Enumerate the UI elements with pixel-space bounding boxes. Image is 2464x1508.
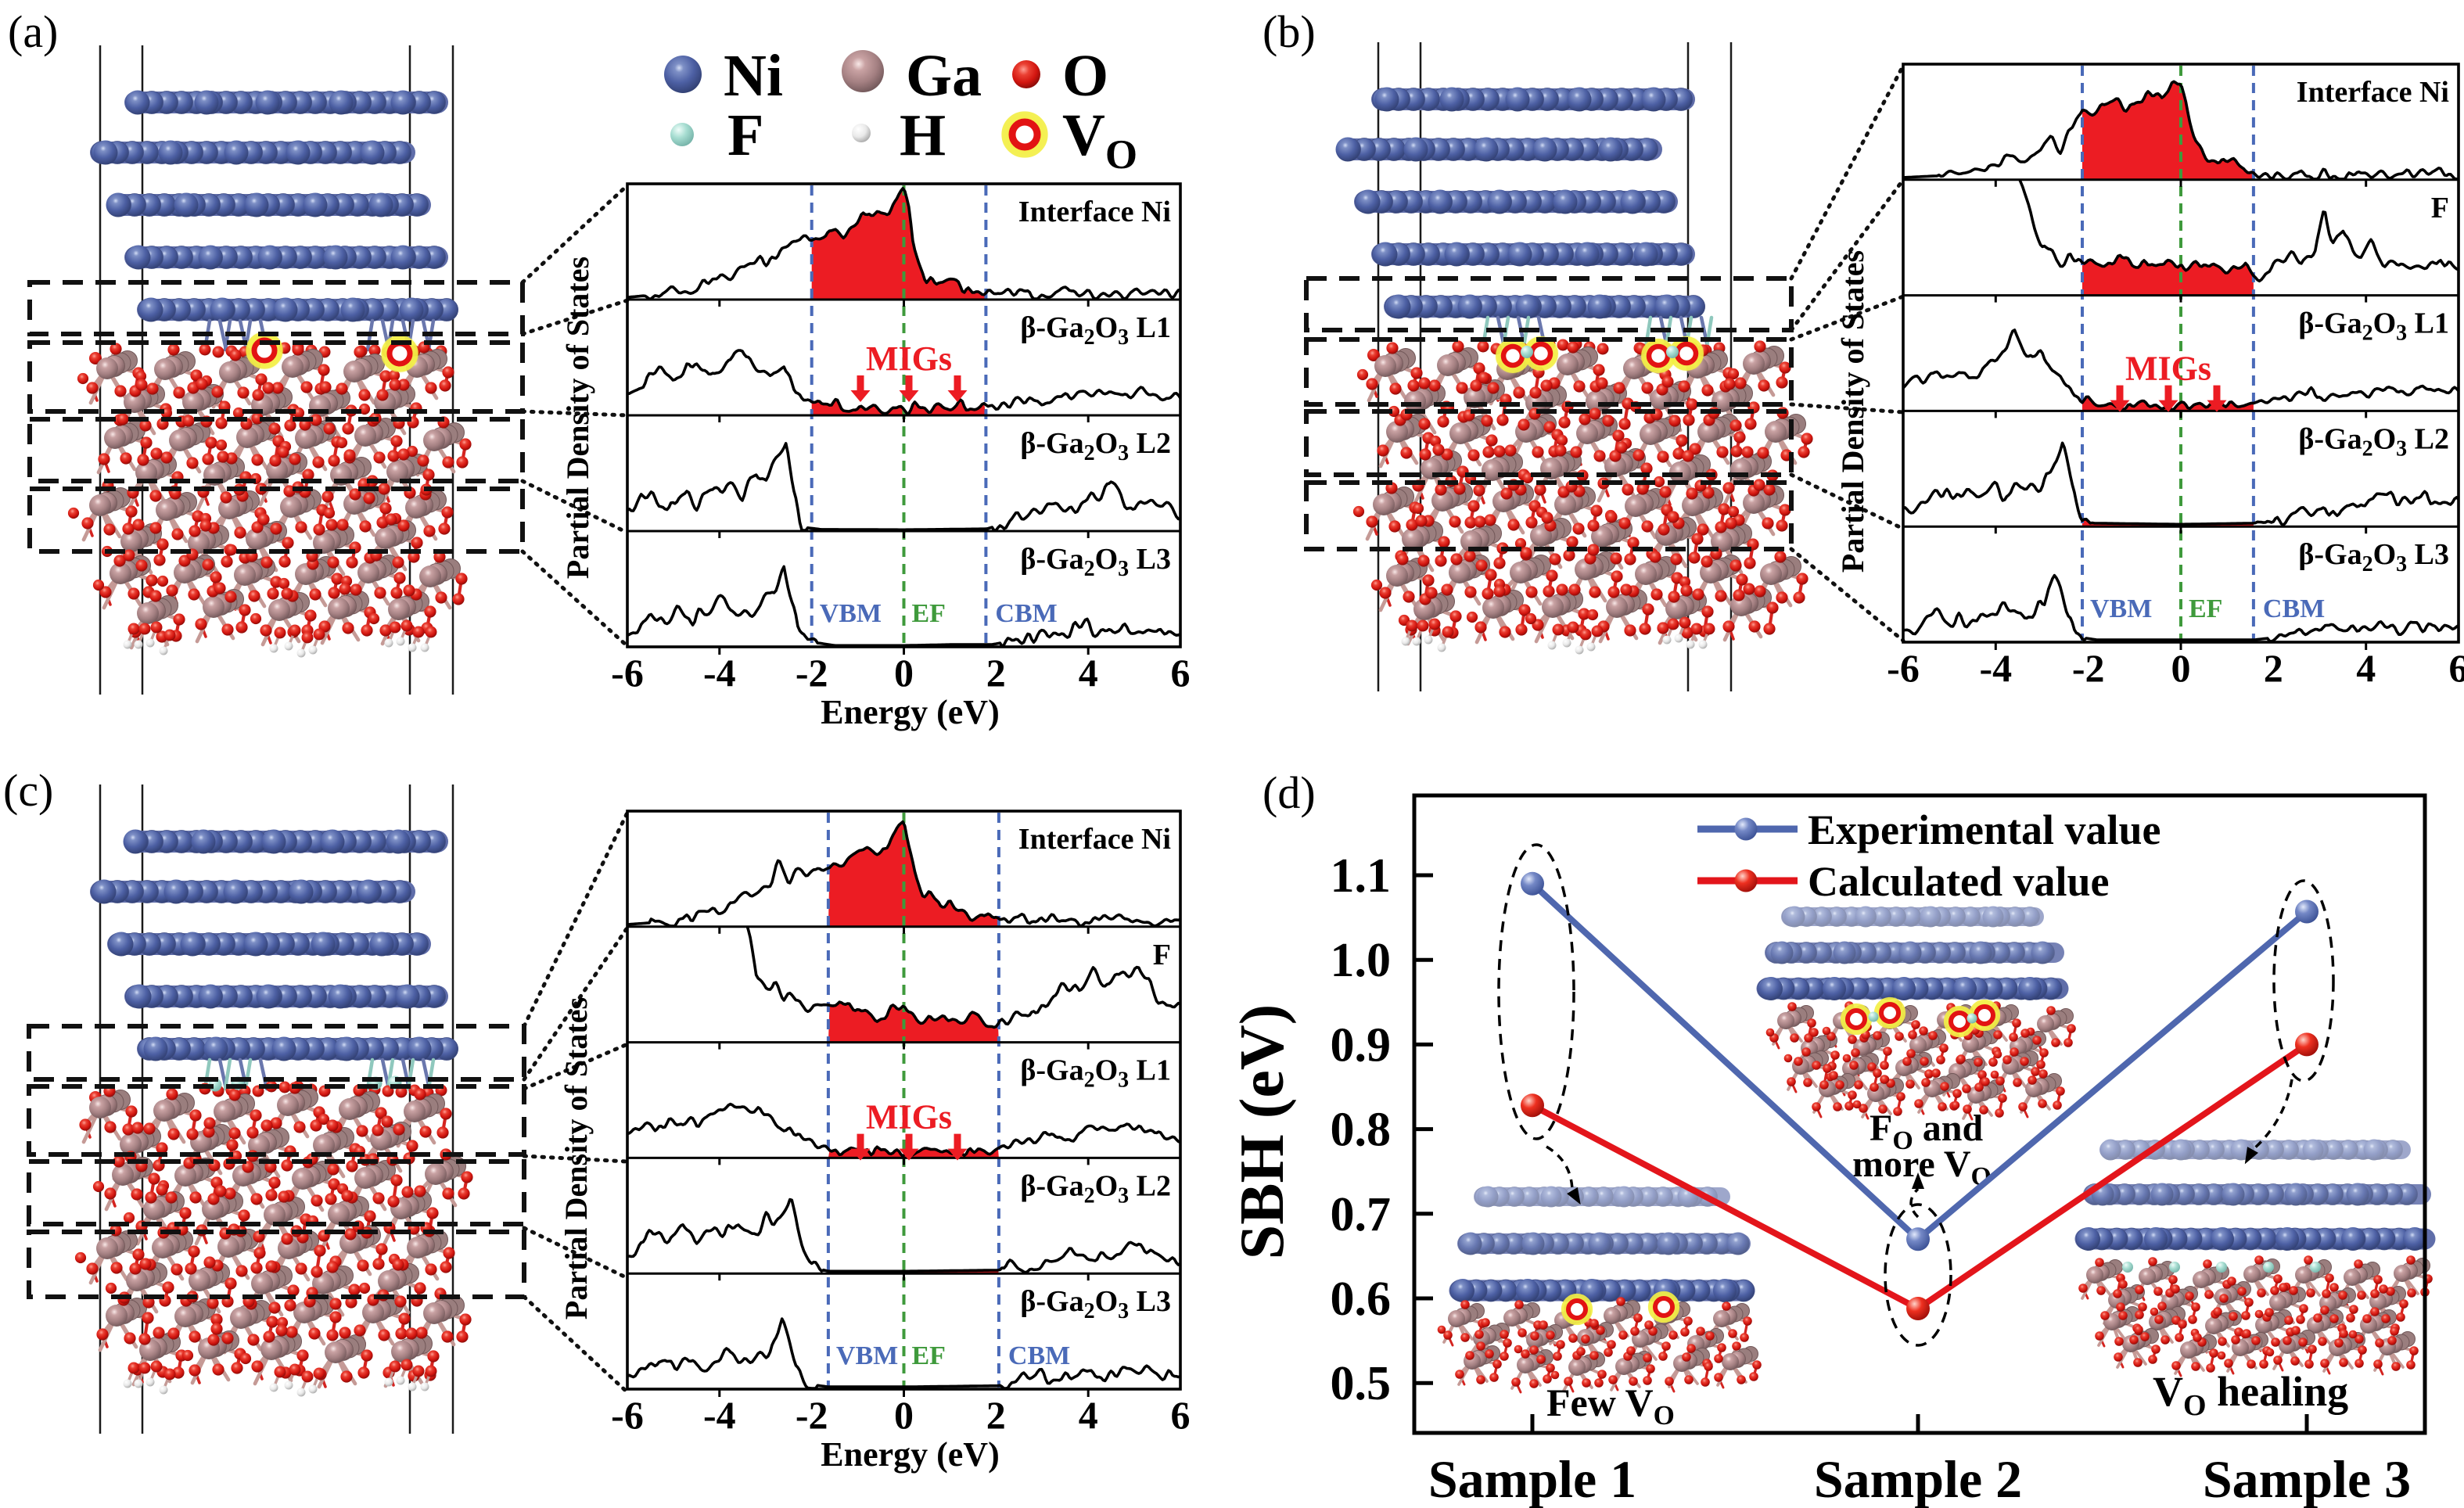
svg-text:β-Ga2O3 L1: β-Ga2O3 L1: [1020, 1054, 1171, 1093]
svg-text:0.6: 0.6: [1331, 1273, 1392, 1326]
svg-text:VBM: VBM: [2090, 594, 2152, 623]
svg-text:1.0: 1.0: [1331, 934, 1392, 987]
svg-text:0.5: 0.5: [1331, 1357, 1392, 1410]
svg-text:F: F: [727, 102, 763, 168]
svg-text:β-Ga2O3 L2: β-Ga2O3 L2: [1020, 427, 1171, 465]
svg-text:0.8: 0.8: [1331, 1104, 1392, 1157]
svg-text:H: H: [900, 102, 946, 168]
svg-text:(c): (c): [3, 765, 53, 816]
svg-text:VO healing: VO healing: [2153, 1368, 2348, 1422]
svg-text:Interface Ni: Interface Ni: [2297, 76, 2449, 109]
svg-text:2: 2: [986, 651, 1006, 695]
svg-text:-4: -4: [703, 1393, 736, 1437]
svg-text:4: 4: [1079, 1393, 1098, 1437]
svg-text:Energy (eV): Energy (eV): [821, 693, 1000, 731]
svg-text:Interface Ni: Interface Ni: [1018, 823, 1171, 856]
svg-text:β-Ga2O3 L3: β-Ga2O3 L3: [2298, 538, 2449, 576]
svg-text:VO: VO: [1062, 102, 1137, 178]
svg-text:2: 2: [986, 1393, 1006, 1437]
svg-text:Sample 3: Sample 3: [2203, 1449, 2411, 1508]
svg-text:-2: -2: [2072, 646, 2105, 690]
svg-text:O: O: [1062, 43, 1108, 109]
svg-text:-6: -6: [1887, 646, 1920, 690]
svg-text:0.9: 0.9: [1331, 1018, 1392, 1072]
svg-text:0.7: 0.7: [1331, 1188, 1392, 1241]
svg-text:-6: -6: [611, 651, 644, 695]
svg-text:-6: -6: [611, 1393, 644, 1437]
svg-text:VBM: VBM: [820, 599, 882, 628]
svg-text:F: F: [2431, 192, 2449, 224]
svg-text:Partial Density of States: Partial Density of States: [560, 257, 595, 579]
svg-text:Calculated value: Calculated value: [1808, 858, 2110, 905]
svg-text:6: 6: [1171, 1393, 1191, 1437]
svg-text:0: 0: [894, 651, 914, 695]
svg-text:Interface Ni: Interface Ni: [1018, 196, 1171, 228]
svg-text:1.1: 1.1: [1331, 849, 1392, 903]
svg-text:(a): (a): [8, 6, 58, 57]
svg-text:β-Ga2O3 L1: β-Ga2O3 L1: [1020, 311, 1171, 350]
svg-text:-4: -4: [1979, 646, 2012, 690]
svg-text:β-Ga2O3 L3: β-Ga2O3 L3: [1020, 1285, 1171, 1323]
svg-text:MIGs: MIGs: [2125, 350, 2211, 388]
svg-text:Sample 1: Sample 1: [1428, 1449, 1636, 1508]
svg-text:CBM: CBM: [2263, 594, 2325, 623]
svg-text:Energy (eV): Energy (eV): [821, 1435, 1000, 1474]
svg-text:CBM: CBM: [995, 599, 1057, 628]
svg-text:Partial Density of States: Partial Density of States: [559, 997, 594, 1320]
svg-text:CBM: CBM: [1008, 1341, 1070, 1370]
svg-text:MIGs: MIGs: [866, 339, 952, 378]
svg-text:Ni: Ni: [724, 43, 783, 109]
svg-text:Experimental value: Experimental value: [1808, 806, 2160, 853]
svg-text:-4: -4: [703, 651, 736, 695]
svg-text:EF: EF: [912, 1341, 946, 1370]
svg-text:β-Ga2O3 L2: β-Ga2O3 L2: [1020, 1169, 1171, 1208]
svg-text:4: 4: [1079, 651, 1098, 695]
svg-text:(b): (b): [1263, 6, 1316, 57]
svg-text:Ga: Ga: [906, 43, 982, 109]
svg-text:Sample 2: Sample 2: [1814, 1449, 2022, 1508]
svg-text:(d): (d): [1263, 767, 1316, 818]
svg-text:F: F: [1153, 939, 1171, 971]
svg-text:FO and: FO and: [1870, 1108, 1983, 1155]
svg-text:more VO: more VO: [1852, 1144, 1992, 1191]
svg-text:6: 6: [1171, 651, 1191, 695]
svg-text:Few VO: Few VO: [1546, 1381, 1675, 1431]
svg-text:β-Ga2O3 L2: β-Ga2O3 L2: [2298, 422, 2449, 461]
svg-text:β-Ga2O3 L3: β-Ga2O3 L3: [1020, 543, 1171, 581]
svg-text:VBM: VBM: [836, 1341, 898, 1370]
svg-text:SBH (eV): SBH (eV): [1228, 1004, 1297, 1260]
svg-text:6: 6: [2449, 646, 2464, 690]
svg-text:β-Ga2O3 L1: β-Ga2O3 L1: [2298, 307, 2449, 346]
svg-text:MIGs: MIGs: [866, 1098, 952, 1136]
svg-text:2: 2: [2264, 646, 2283, 690]
svg-text:0: 0: [894, 1393, 914, 1437]
svg-text:EF: EF: [912, 599, 946, 628]
svg-text:-2: -2: [796, 1393, 828, 1437]
svg-text:4: 4: [2356, 646, 2376, 690]
svg-text:-2: -2: [796, 651, 828, 695]
svg-text:0: 0: [2171, 646, 2191, 690]
svg-text:Partial Density of States: Partial Density of States: [1835, 250, 1870, 573]
svg-text:EF: EF: [2189, 594, 2222, 623]
